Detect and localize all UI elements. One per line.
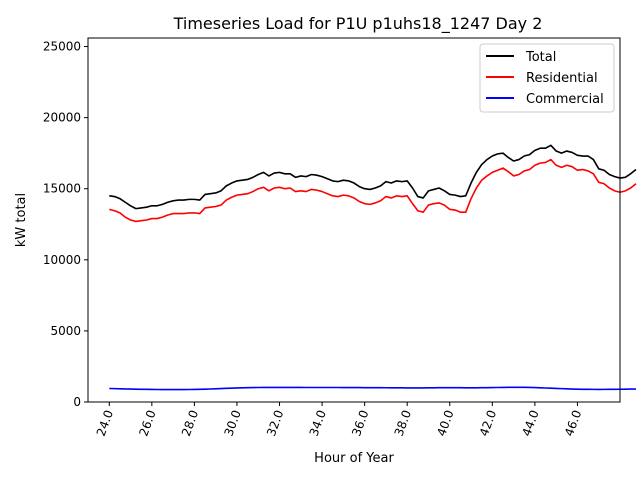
- plot-frame: [87, 37, 621, 403]
- y-tick-label: 15000: [43, 182, 81, 196]
- x-tick-label: 26.0: [136, 408, 158, 438]
- x-axis-label: Hour of Year: [314, 451, 394, 466]
- y-tick-label: 5000: [50, 324, 81, 338]
- series-line-total: [109, 144, 637, 210]
- x-tick-label: 42.0: [477, 408, 499, 438]
- x-tick-label: 40.0: [434, 408, 456, 438]
- x-tick-label: 32.0: [264, 408, 286, 438]
- legend: Total Residential Commercial: [479, 43, 615, 113]
- y-tick-label: 20000: [43, 111, 81, 125]
- x-tick-label: 44.0: [519, 408, 541, 438]
- chart-title: Timeseries Load for P1U p1uhs18_1247 Day…: [173, 14, 543, 34]
- y-tick-label: 10000: [43, 253, 81, 267]
- y-tick-label: 25000: [43, 40, 81, 54]
- legend-label-total: Total: [525, 50, 556, 65]
- x-tick-label: 28.0: [179, 408, 201, 438]
- legend-label-commercial: Commercial: [526, 92, 604, 107]
- x-tick-label: 46.0: [562, 408, 584, 438]
- x-tick-label: 34.0: [307, 408, 329, 438]
- y-axis-label: kW total: [14, 193, 29, 247]
- y-tick-label: 0: [73, 395, 81, 409]
- series-line-residential: [109, 158, 637, 223]
- x-tick-label: 38.0: [392, 408, 414, 438]
- x-tick-label: 24.0: [94, 408, 116, 438]
- legend-label-residential: Residential: [526, 71, 598, 86]
- legend-box: [479, 43, 615, 113]
- series-line-commercial: [109, 386, 636, 391]
- x-tick-label: 30.0: [221, 408, 243, 438]
- x-tick-label: 36.0: [349, 408, 371, 438]
